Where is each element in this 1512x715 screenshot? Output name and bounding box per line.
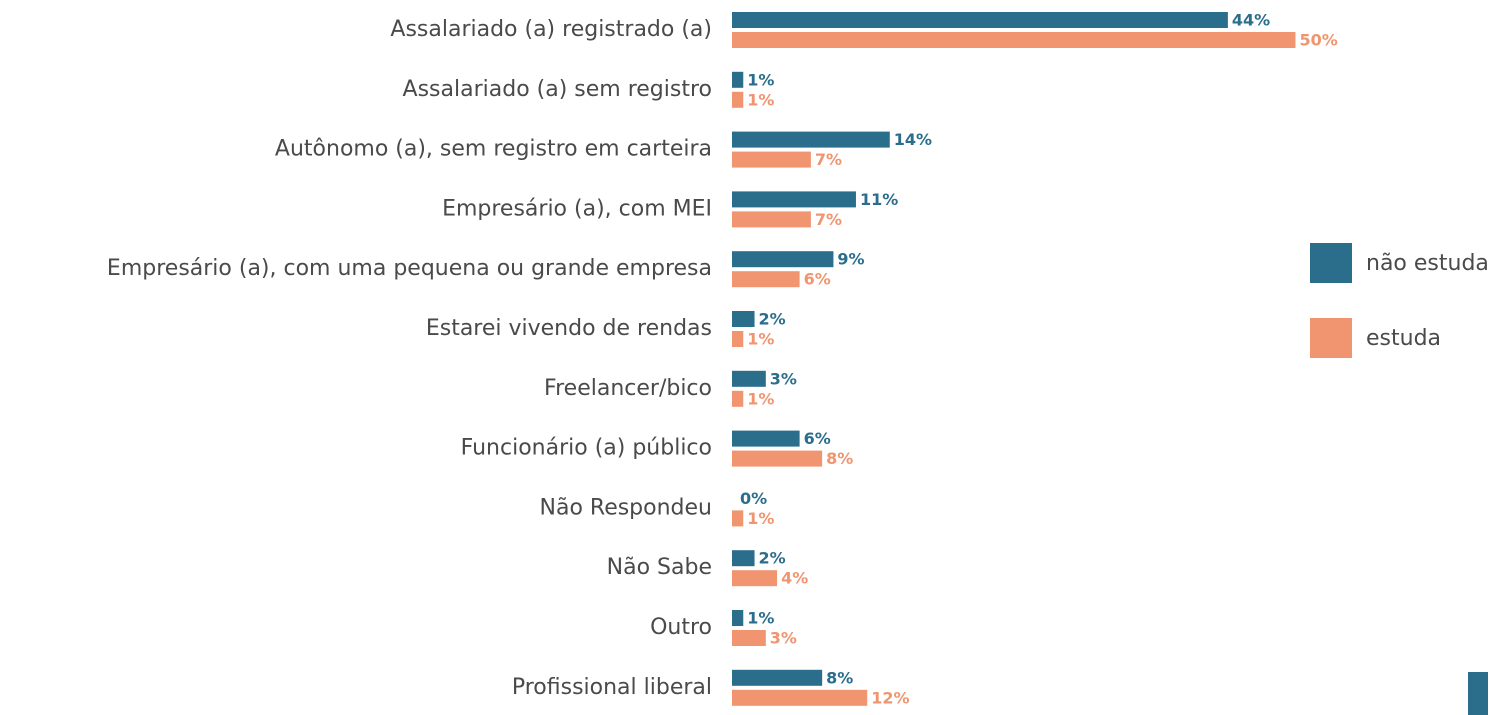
bar <box>732 630 766 646</box>
value-label: 44% <box>1232 11 1270 30</box>
value-label: 6% <box>804 270 831 289</box>
value-label: 4% <box>781 569 808 588</box>
category-label: Outro <box>650 615 712 640</box>
value-label: 0% <box>740 489 767 508</box>
category-label: Não Sabe <box>607 555 712 580</box>
bar <box>732 151 811 168</box>
bar <box>732 311 755 327</box>
value-label: 3% <box>770 369 797 388</box>
bar <box>732 689 868 706</box>
bar <box>732 131 890 148</box>
legend-label: estuda <box>1366 326 1441 351</box>
value-label: 2% <box>759 310 786 329</box>
category-label: Funcionário (a) público <box>461 436 712 461</box>
category-label: Autônomo (a), sem registro em carteira <box>275 137 712 162</box>
legend-swatch <box>1310 318 1352 358</box>
bar <box>732 211 811 228</box>
legend-swatch <box>1310 243 1352 283</box>
bar <box>732 450 823 467</box>
value-label: 1% <box>747 609 774 628</box>
value-label: 1% <box>747 389 774 408</box>
category-label: Empresário (a), com uma pequena ou grand… <box>107 256 712 281</box>
value-label: 6% <box>804 429 831 448</box>
value-label: 7% <box>815 210 842 229</box>
bar <box>732 370 766 387</box>
bar <box>732 669 823 686</box>
category-label: Assalariado (a) sem registro <box>403 77 712 102</box>
value-label: 12% <box>871 688 909 707</box>
bar <box>732 510 744 527</box>
category-label: Empresário (a), com MEI <box>442 196 712 221</box>
value-label: 14% <box>894 130 932 149</box>
value-label: 11% <box>860 190 898 209</box>
value-label: 8% <box>826 449 853 468</box>
bar <box>732 32 1296 48</box>
bar <box>732 251 834 268</box>
bar <box>732 271 800 288</box>
bar <box>732 71 744 88</box>
value-label: 7% <box>815 150 842 169</box>
category-label: Assalariado (a) registrado (a) <box>390 17 712 42</box>
value-label: 1% <box>747 330 774 349</box>
bar <box>732 550 755 567</box>
category-label: Profissional liberal <box>512 675 712 700</box>
bar <box>732 570 778 587</box>
category-label: Não Respondeu <box>540 495 713 520</box>
value-label: 1% <box>747 90 774 109</box>
bar <box>732 430 800 447</box>
value-label: 2% <box>759 549 786 568</box>
value-label: 50% <box>1300 31 1338 50</box>
value-label: 9% <box>837 250 864 269</box>
value-label: 1% <box>747 70 774 89</box>
bar <box>732 12 1228 28</box>
bar <box>732 91 744 108</box>
bar <box>732 331 744 347</box>
legend-label: não estuda <box>1366 251 1489 276</box>
value-label: 3% <box>770 629 797 648</box>
bar <box>732 191 856 208</box>
bar <box>732 390 744 407</box>
bar <box>732 610 744 626</box>
value-label: 1% <box>747 509 774 528</box>
category-label: Estarei vivendo de rendas <box>426 316 712 341</box>
value-label: 8% <box>826 668 853 687</box>
decoration <box>1468 672 1488 715</box>
category-label: Freelancer/bico <box>544 376 712 401</box>
